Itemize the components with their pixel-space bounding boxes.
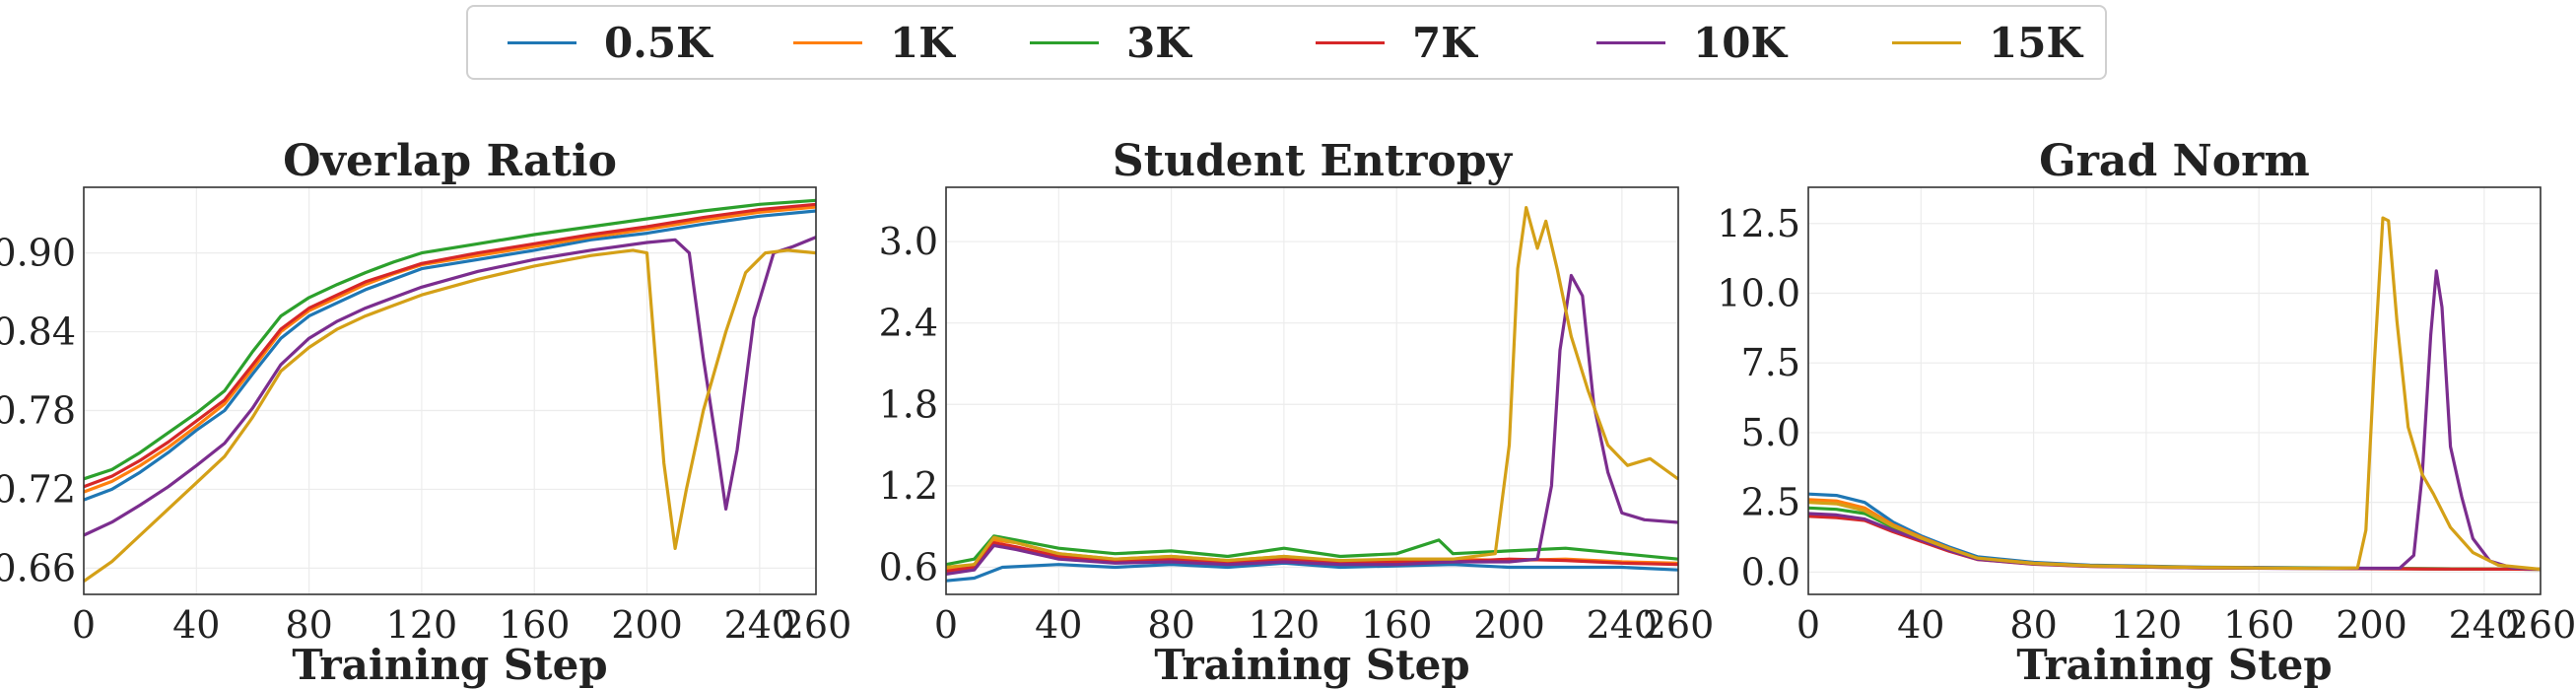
series-line-15K: [83, 248, 817, 584]
y-tick-label: 2.4: [879, 302, 938, 345]
y-tick-label: 5.0: [1741, 411, 1800, 454]
x-tick-label: 40: [172, 603, 220, 647]
series-line-10K: [83, 236, 817, 537]
legend-swatch-4: [1596, 40, 1665, 44]
plot-frame: [83, 186, 817, 595]
x-tick-label: 200: [1473, 603, 1545, 647]
y-tick-label: 0.84: [0, 310, 76, 354]
series-line-15K: [945, 206, 1679, 570]
x-axis-title: Training Step: [292, 641, 607, 689]
x-tick-label: 80: [2009, 603, 2057, 647]
plot-frame: [1807, 186, 2542, 595]
x-tick-label: 120: [2111, 603, 2183, 647]
legend: 0.5K 1K 3K 7K 10K 15K: [466, 5, 2107, 80]
legend-swatch-5: [1892, 40, 1961, 44]
x-tick-label: 120: [1249, 603, 1321, 647]
y-tick-label: 0.66: [0, 546, 76, 589]
series-line-10K: [1807, 269, 2542, 572]
legend-swatch-1: [793, 40, 862, 44]
x-tick-label: 160: [1361, 603, 1433, 647]
series-line-3K: [83, 198, 817, 481]
x-tick-label: 260: [780, 603, 852, 647]
x-tick-label: 260: [2505, 603, 2576, 647]
chart-title: Student Entropy: [1113, 136, 1514, 186]
x-tick-label: 160: [2223, 603, 2295, 647]
x-tick-label: 0: [1796, 603, 1820, 647]
x-tick-label: 0: [934, 603, 958, 647]
x-axis-title: Training Step: [2016, 641, 2332, 689]
y-tick-label: 12.5: [1717, 202, 1800, 245]
x-tick-label: 80: [285, 603, 332, 647]
y-tick-label: 2.5: [1741, 481, 1800, 524]
y-tick-label: 0.90: [0, 232, 76, 275]
y-tick-label: 3.0: [879, 220, 938, 263]
legend-swatch-0: [508, 40, 576, 44]
x-tick-label: 200: [2336, 603, 2407, 647]
legend-item-2: 3K: [1030, 18, 1191, 67]
x-tick-label: 40: [1897, 603, 1944, 647]
legend-swatch-2: [1030, 40, 1099, 44]
series-line-10K: [945, 273, 1679, 576]
series-line-0.5K: [1807, 492, 2542, 572]
legend-swatch-3: [1316, 40, 1385, 44]
x-tick-label: 80: [1147, 603, 1194, 647]
x-tick-label: 160: [499, 603, 571, 647]
y-tick-label: 0.72: [0, 467, 76, 511]
x-tick-label: 240: [724, 603, 796, 647]
x-tick-label: 200: [611, 603, 683, 647]
x-tick-label: 0: [72, 603, 96, 647]
y-tick-label: 7.5: [1741, 341, 1800, 384]
x-tick-label: 240: [2449, 603, 2521, 647]
chart-title: Overlap Ratio: [283, 136, 617, 186]
legend-label-2: 3K: [1126, 18, 1191, 67]
legend-item-4: 10K: [1596, 18, 1787, 67]
series-line-1K: [83, 205, 817, 494]
chart-title: Grad Norm: [2039, 136, 2310, 186]
y-tick-label: 0.6: [879, 545, 938, 588]
series-line-0.5K: [83, 209, 817, 502]
legend-item-0: 0.5K: [508, 18, 712, 67]
y-tick-label: 10.0: [1717, 271, 1800, 314]
y-tick-label: 0.0: [1741, 550, 1800, 593]
legend-label-0: 0.5K: [604, 18, 712, 67]
legend-label-3: 7K: [1412, 18, 1477, 67]
x-tick-label: 260: [1643, 603, 1715, 647]
y-tick-label: 1.2: [879, 464, 938, 508]
series-line-15K: [1807, 216, 2542, 572]
legend-item-3: 7K: [1316, 18, 1477, 67]
x-axis-title: Training Step: [1154, 641, 1469, 689]
x-tick-label: 40: [1035, 603, 1082, 647]
plot-frame: [945, 186, 1679, 595]
series-line-3K: [945, 534, 1679, 567]
legend-label-4: 10K: [1693, 18, 1787, 67]
y-tick-label: 0.78: [0, 388, 76, 432]
legend-label-1: 1K: [890, 18, 955, 67]
legend-item-5: 15K: [1892, 18, 2082, 67]
series-line-1K: [1807, 498, 2542, 572]
series-line-0.5K: [945, 561, 1679, 583]
x-tick-label: 120: [386, 603, 458, 647]
series-line-7K: [1807, 515, 2542, 572]
x-tick-label: 240: [1587, 603, 1659, 647]
y-tick-label: 1.8: [879, 382, 938, 426]
series-line-7K: [83, 202, 817, 489]
legend-label-5: 15K: [1989, 18, 2082, 67]
legend-item-1: 1K: [793, 18, 955, 67]
